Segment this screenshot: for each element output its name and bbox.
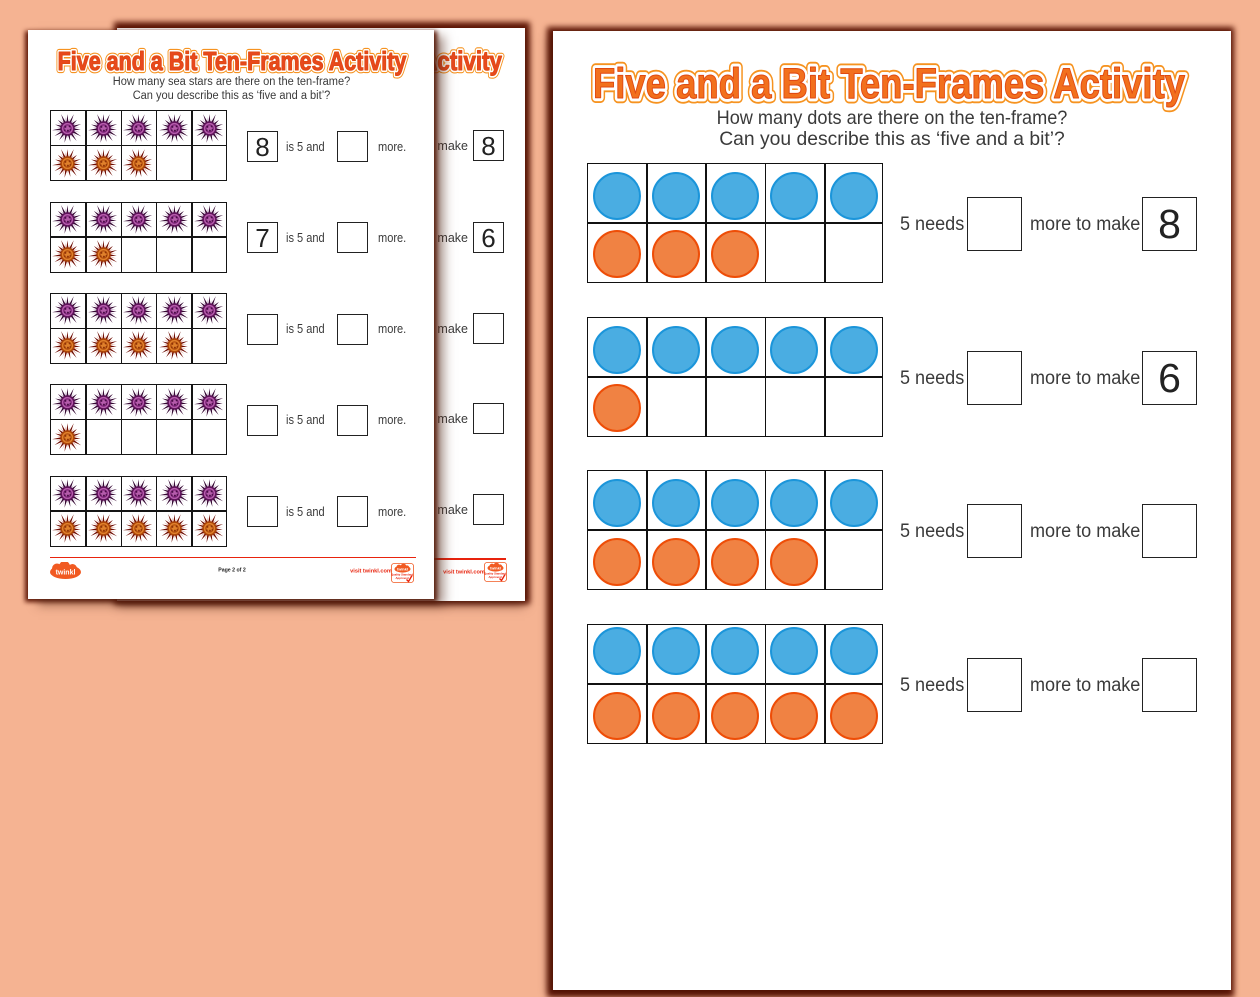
- svg-text:Five and a Bit Ten-Frames Acti: Five and a Bit Ten-Frames Activity: [57, 48, 406, 76]
- svg-text:Five and a Bit Ten-Frames Acti: Five and a Bit Ten-Frames Activity: [593, 60, 1185, 107]
- svg-text:twinkl: twinkl: [55, 570, 75, 577]
- svg-text:twinkl: twinkl: [490, 566, 501, 570]
- svg-text:Five and a Bit Ten-Frames Acti: Five and a Bit Ten-Frames Activity: [57, 48, 406, 76]
- svg-text:Quality Standard: Quality Standard: [484, 571, 506, 575]
- svg-text:Quality Standard: Quality Standard: [391, 573, 413, 577]
- svg-text:Five and a Bit Ten-Frames Acti: Five and a Bit Ten-Frames Activity: [57, 48, 406, 76]
- svg-text:Five and a Bit Ten-Frames Acti: Five and a Bit Ten-Frames Activity: [593, 60, 1185, 107]
- svg-text:Approved: Approved: [395, 576, 408, 580]
- svg-text:Approved: Approved: [488, 575, 501, 579]
- svg-text:twinkl: twinkl: [397, 568, 408, 572]
- svg-text:Five and a Bit Ten-Frames Acti: Five and a Bit Ten-Frames Activity: [593, 60, 1185, 107]
